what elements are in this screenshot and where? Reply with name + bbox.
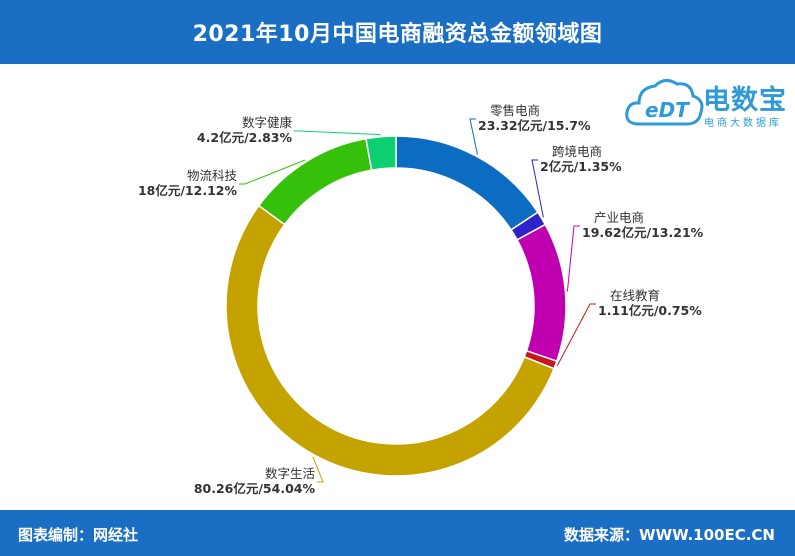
footer-editor: 图表编制：网经社 — [18, 526, 139, 544]
logo-mark: eDT — [645, 98, 689, 122]
slice-label-value-5: 80.26亿元/54.04% — [194, 481, 316, 496]
cloud-icon — [625, 79, 704, 126]
leader-line-3 — [566, 225, 580, 292]
slice-label-value-4: 1.11亿元/0.75% — [598, 303, 702, 318]
leader-line-5 — [312, 456, 324, 483]
brand-logo: eDT 电数宝 电商大数据库 — [625, 72, 790, 134]
slice-label-value-2: 2亿元/1.35% — [540, 159, 622, 174]
slice-5 — [225, 204, 556, 477]
slice-label-value-6: 18亿元/12.12% — [138, 183, 237, 198]
slice-7 — [365, 135, 397, 172]
leader-line-1 — [469, 118, 478, 155]
slice-label-name-1: 零售电商 — [490, 103, 540, 118]
slice-label-name-3: 产业电商 — [594, 210, 644, 225]
footer-source: 数据来源：WWW.100EC.CN — [564, 526, 775, 544]
chart-title: 2021年10月中国电商融资总金额领域图 — [192, 22, 603, 47]
leader-line-4 — [556, 303, 596, 366]
slice-label-value-7: 4.2亿元/2.83% — [197, 130, 293, 145]
slice-3 — [516, 223, 567, 363]
slice-label-name-4: 在线教育 — [610, 288, 660, 303]
logo-subtitle: 电商大数据库 — [704, 118, 782, 129]
leader-line-7 — [294, 130, 381, 136]
chart-footer: 图表编制：网经社 数据来源：WWW.100EC.CN — [0, 510, 795, 556]
leader-line-2 — [531, 159, 544, 218]
slice-label-name-7: 数字健康 — [242, 115, 293, 130]
slice-label-name-2: 跨境电商 — [552, 144, 602, 159]
logo-name: 电数宝 — [703, 85, 787, 116]
slice-1 — [395, 135, 539, 231]
chart-header: 2021年10月中国电商融资总金额领域图 — [0, 0, 795, 64]
slice-label-value-3: 19.62亿元/13.21% — [582, 225, 704, 240]
slice-label-value-1: 23.32亿元/15.7% — [478, 118, 591, 133]
slice-label-name-6: 物流科技 — [187, 168, 238, 183]
leader-line-6 — [239, 159, 306, 185]
slice-6 — [257, 137, 373, 226]
slice-label-name-5: 数字生活 — [265, 466, 315, 481]
